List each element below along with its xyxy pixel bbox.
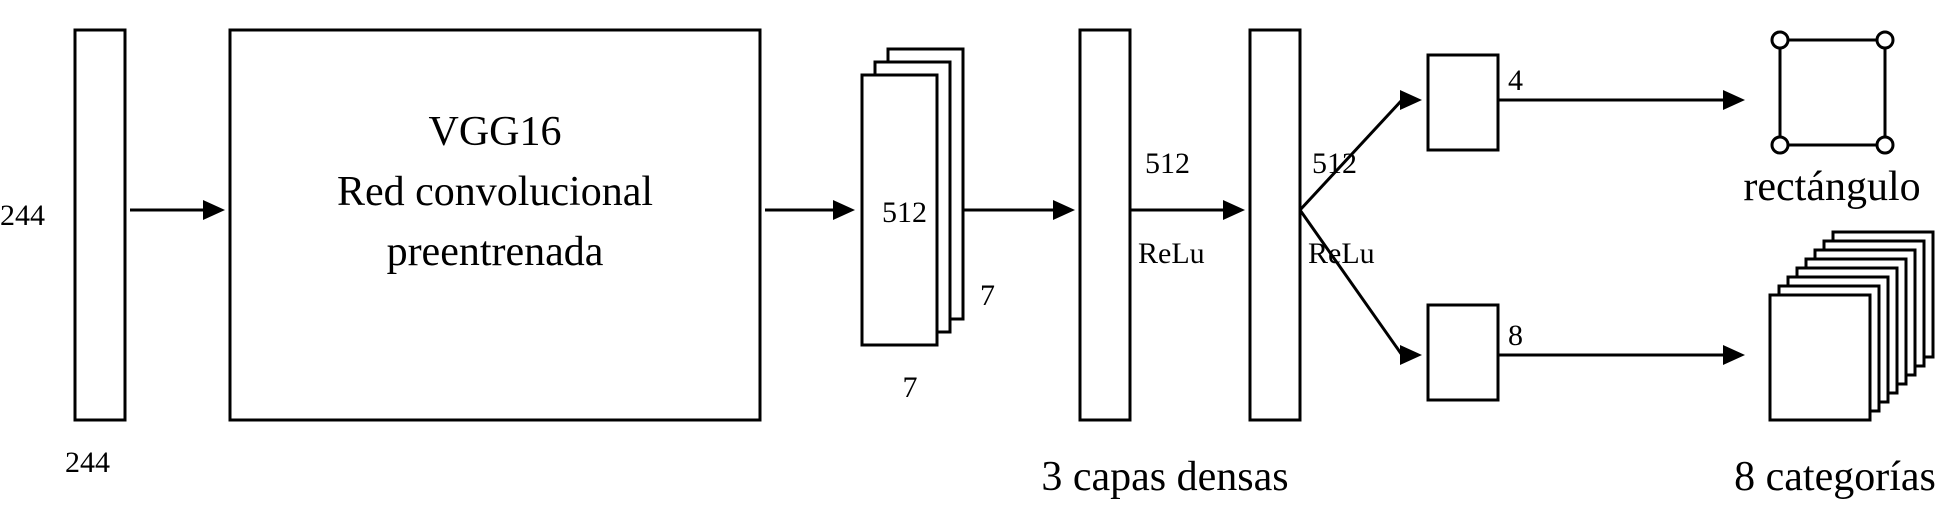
dense1-activation: ReLu	[1138, 237, 1205, 270]
category-card	[1770, 295, 1870, 420]
categories-label: 8 categorías	[1734, 454, 1936, 500]
dense-layer-1	[1080, 30, 1130, 420]
bbox-handle	[1877, 32, 1893, 48]
bbox-handle	[1877, 137, 1893, 153]
bbox-label: rectángulo	[1743, 164, 1920, 210]
input-width-label: 244	[65, 446, 110, 479]
bbox-icon	[1780, 40, 1885, 145]
bbox-handle	[1772, 137, 1788, 153]
bbox-handle	[1772, 32, 1788, 48]
vgg-title-3: preentrenada	[387, 229, 604, 275]
input-height-label: 244	[0, 199, 45, 232]
feature-w: 7	[903, 371, 918, 404]
feature-depth: 512	[882, 196, 927, 229]
vgg-title-2: Red convolucional	[337, 169, 653, 215]
output-bottom-label: 8	[1508, 319, 1523, 352]
dense-caption: 3 capas densas	[1041, 454, 1288, 500]
output-box-bottom	[1428, 305, 1498, 400]
vgg-block	[230, 30, 760, 420]
output-top-label: 4	[1508, 64, 1523, 97]
dense2-activation: ReLu	[1308, 237, 1375, 270]
dense2-size: 512	[1312, 147, 1357, 180]
input-rect	[75, 30, 125, 420]
vgg-title-1: VGG16	[429, 109, 562, 155]
output-box-top	[1428, 55, 1498, 150]
dense-layer-2	[1250, 30, 1300, 420]
dense1-size: 512	[1145, 147, 1190, 180]
feature-h: 7	[980, 279, 995, 312]
